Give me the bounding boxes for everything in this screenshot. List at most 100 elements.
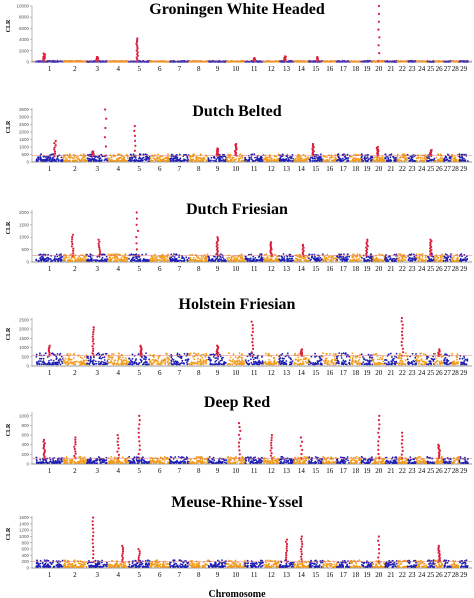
- snp-point: [59, 363, 62, 366]
- panel-title: Holstein Friesian: [179, 296, 296, 313]
- snp-point: [146, 60, 149, 63]
- snp-point: [385, 259, 388, 262]
- snp-point: [87, 359, 90, 362]
- snp-point: [150, 259, 153, 262]
- snp-point: [152, 362, 155, 364]
- snp-point: [366, 160, 369, 162]
- peak-point: [133, 124, 136, 128]
- snp-point: [274, 60, 277, 63]
- snp-point: [164, 358, 167, 361]
- snp-point: [121, 362, 124, 365]
- snp-point: [160, 259, 163, 262]
- snp-point: [376, 259, 379, 262]
- snp-point: [216, 257, 219, 259]
- peak-point: [366, 238, 369, 241]
- snp-point: [68, 256, 70, 259]
- snp-point: [286, 255, 289, 258]
- snp-point: [434, 260, 437, 262]
- snp-point: [56, 353, 59, 355]
- snp-point: [131, 357, 134, 360]
- snp-point: [371, 156, 374, 159]
- snp-point: [57, 160, 60, 162]
- peak-point: [270, 241, 273, 244]
- peak-point: [135, 217, 138, 220]
- snp-point: [452, 260, 455, 262]
- snp-point: [281, 256, 284, 258]
- y-tick-label: 1000: [19, 345, 30, 350]
- peak-point: [133, 149, 136, 152]
- snp-point: [265, 253, 268, 256]
- snp-point: [319, 157, 321, 159]
- snp-point: [252, 255, 255, 258]
- peak-point: [104, 126, 107, 130]
- snp-point: [378, 156, 380, 159]
- snp-point: [123, 258, 126, 261]
- snp-point: [317, 259, 319, 262]
- snp-point: [331, 256, 334, 259]
- snp-point: [178, 256, 180, 259]
- snp-point: [363, 156, 366, 159]
- snp-point: [336, 153, 339, 156]
- snp-point: [78, 60, 81, 63]
- snp-point: [288, 257, 291, 260]
- snp-point: [332, 259, 334, 261]
- snp-point: [368, 259, 371, 262]
- snp-point: [116, 253, 119, 256]
- y-tick-label: 10000: [16, 4, 29, 9]
- snp-point: [402, 258, 405, 261]
- snp-point: [361, 256, 363, 259]
- snp-point: [262, 256, 265, 259]
- snp-point: [174, 160, 177, 162]
- peak-point: [135, 248, 138, 251]
- snp-point: [147, 363, 150, 366]
- snp-point: [47, 156, 49, 159]
- peak-point: [71, 238, 74, 241]
- snp-point: [341, 259, 344, 262]
- snp-point: [274, 257, 277, 260]
- snp-point: [284, 259, 286, 262]
- snp-point: [210, 156, 213, 159]
- chromosome-label: 14: [298, 165, 306, 173]
- chromosome-label: 24: [418, 265, 426, 273]
- snp-point: [131, 157, 134, 160]
- peak-point: [377, 28, 380, 31]
- chromosome-label: 15: [312, 265, 320, 273]
- peak-point: [42, 52, 45, 55]
- snp-point: [374, 156, 377, 159]
- snp-point: [463, 258, 466, 261]
- snp-point: [46, 257, 48, 259]
- y-tick-label: 2500: [19, 317, 30, 322]
- snp-point: [283, 160, 285, 162]
- snp-point: [112, 353, 115, 355]
- snp-point: [133, 258, 136, 261]
- peak-point: [54, 152, 57, 155]
- snp-point: [226, 257, 229, 260]
- snp-point: [318, 260, 321, 262]
- snp-point: [118, 153, 121, 156]
- snp-point: [186, 360, 189, 362]
- snp-point: [355, 256, 358, 259]
- snp-point: [52, 259, 55, 261]
- snp-point: [167, 357, 169, 360]
- peak-point: [53, 148, 56, 151]
- snp-point: [233, 160, 236, 162]
- chromosome-label: 20: [375, 265, 383, 273]
- peak-point: [97, 244, 100, 247]
- y-tick-label: 1500: [19, 137, 30, 142]
- snp-point: [192, 256, 195, 259]
- snp-point: [100, 60, 102, 63]
- snp-point: [228, 256, 231, 259]
- snp-point: [265, 257, 267, 260]
- snp-point: [114, 253, 116, 256]
- peak-point: [301, 243, 305, 246]
- snp-point: [415, 253, 418, 256]
- snp-point: [423, 260, 425, 262]
- snp-point: [238, 60, 241, 63]
- snp-point: [120, 358, 122, 361]
- snp-point: [456, 153, 459, 156]
- snp-point: [327, 255, 330, 258]
- snp-point: [263, 157, 266, 160]
- chromosome-label: 6: [158, 165, 162, 173]
- snp-point: [55, 159, 57, 161]
